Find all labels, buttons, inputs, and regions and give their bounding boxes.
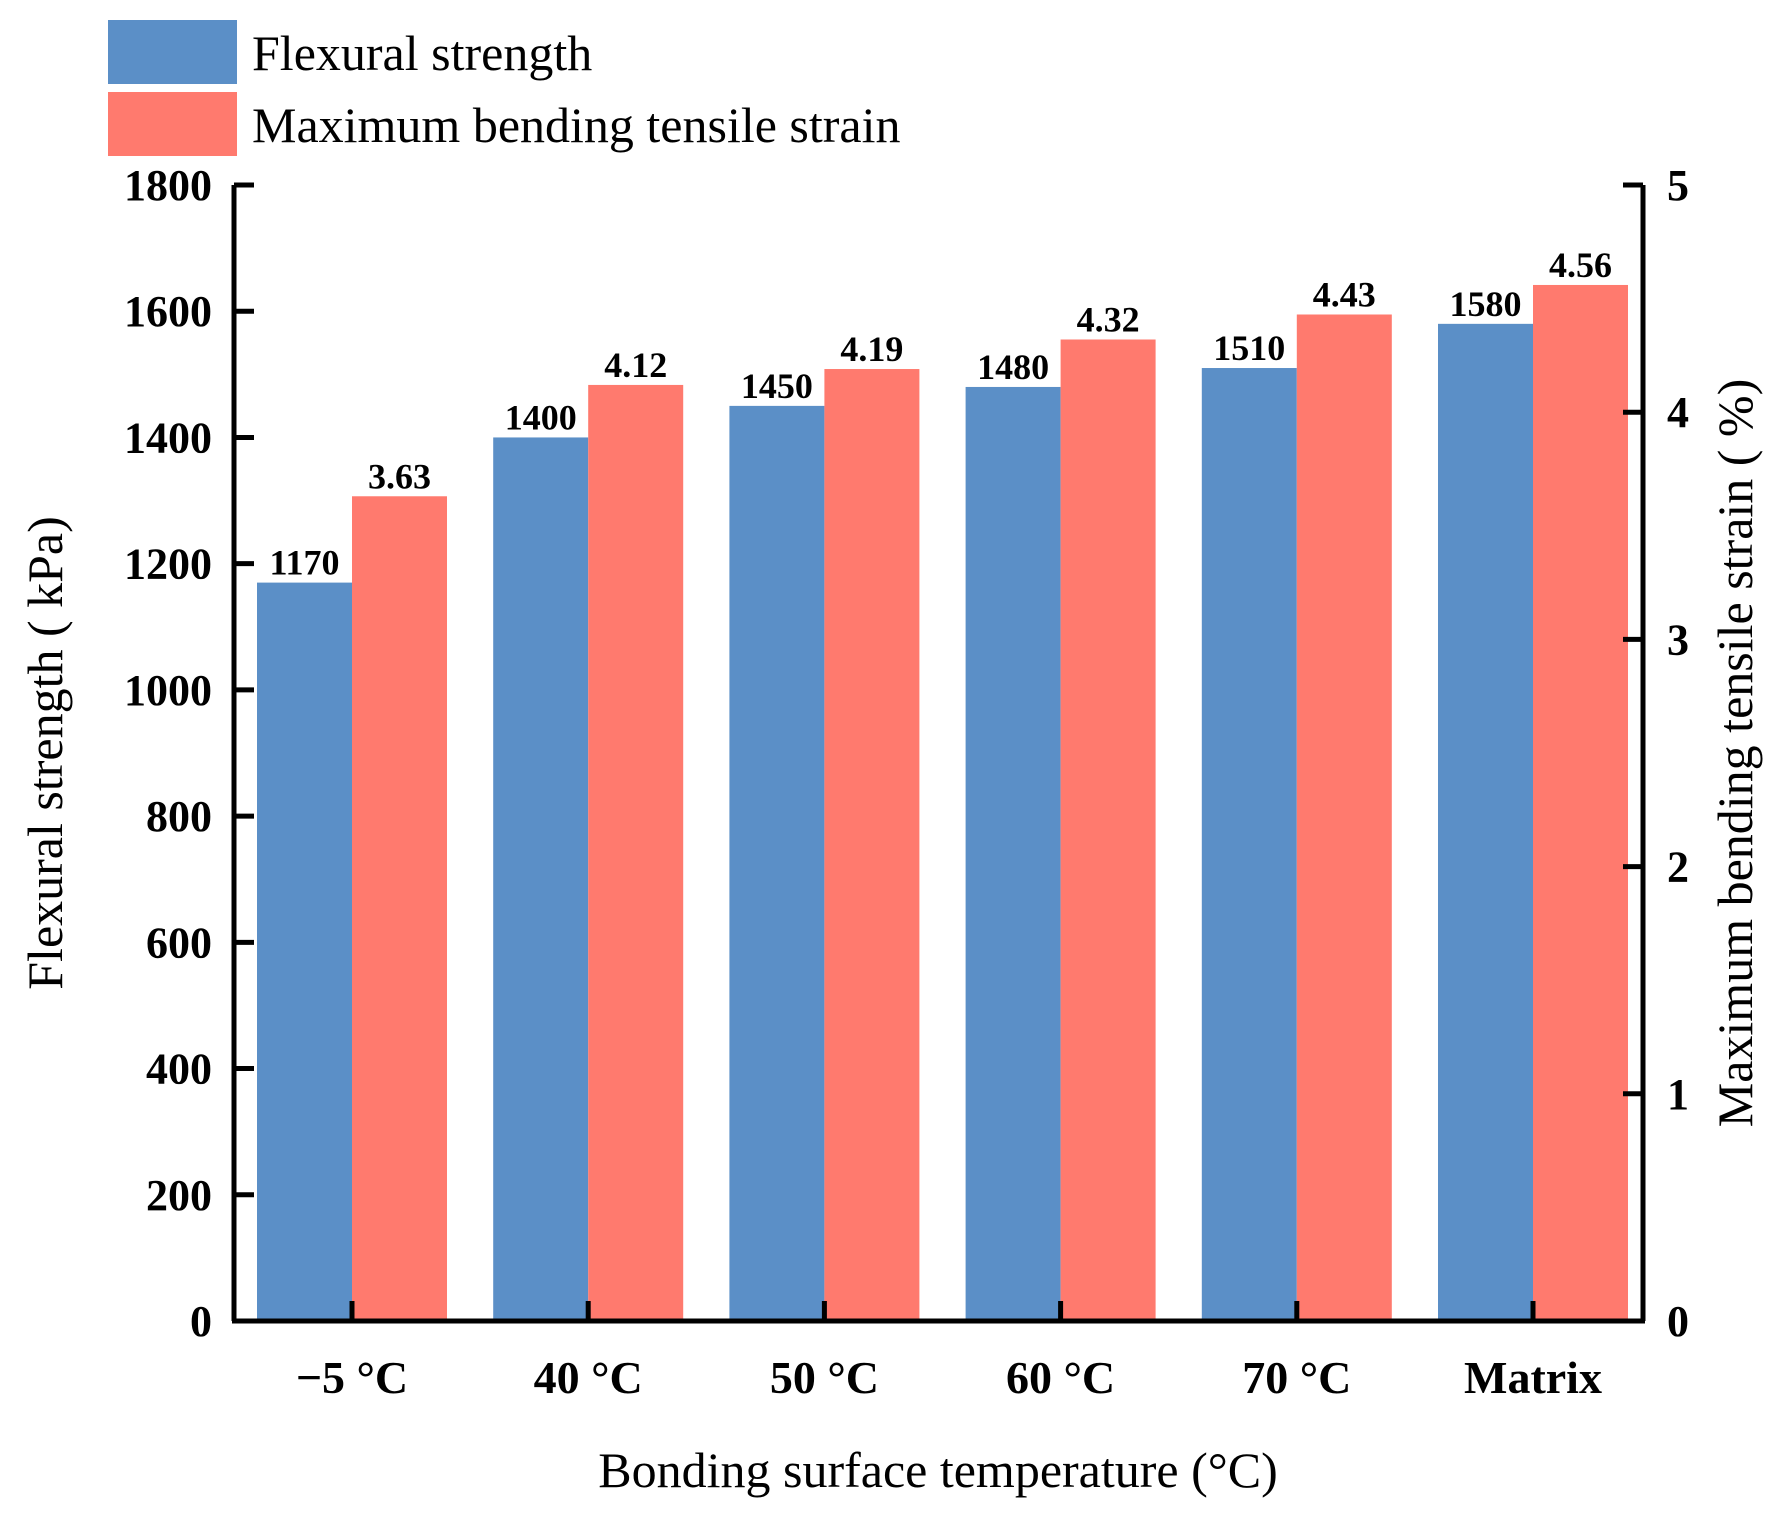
data-label-maximum-bending-tensile-strain-40-c: 4.12 bbox=[604, 345, 667, 385]
bar-maximum-bending-tensile-strain-50-c bbox=[824, 369, 920, 1322]
axes-group bbox=[231, 185, 1646, 1324]
left-y-tick-label-600: 600 bbox=[146, 918, 212, 967]
x-tick-label-60-c: 60 °C bbox=[1006, 1352, 1115, 1403]
data-label-flexural-strength-60-c: 1480 bbox=[977, 347, 1049, 387]
bar-maximum-bending-tensile-strain-matrix bbox=[1533, 284, 1628, 1321]
data-label-maximum-bending-tensile-strain-matrix: 4.56 bbox=[1549, 245, 1612, 285]
x-axis-ticks: −5 °C 40 °C 50 °C 60 °C 70 °C Matrix bbox=[296, 1301, 1602, 1403]
left-y-axis-ticks: 0 200 400 600 800 1000 1200 1400 1600 1800 bbox=[124, 161, 254, 1346]
left-y-tick-label-1200: 1200 bbox=[124, 540, 212, 589]
left-y-axis-title: Flexural strength ( kPa) bbox=[17, 516, 73, 990]
x-tick-label-5-c: −5 °C bbox=[296, 1352, 408, 1403]
left-y-tick-label-1600: 1600 bbox=[124, 287, 212, 336]
right-y-tick-label-4: 4 bbox=[1667, 388, 1689, 437]
bar-maximum-bending-tensile-strain-40-c bbox=[588, 384, 684, 1321]
legend-label-maximum-bending-tensile-strain: Maximum bending tensile strain bbox=[252, 97, 901, 153]
data-label-maximum-bending-tensile-strain-70-c: 4.43 bbox=[1313, 275, 1376, 315]
data-label-maximum-bending-tensile-strain-50-c: 4.19 bbox=[840, 329, 903, 369]
data-label-maximum-bending-tensile-strain-60-c: 4.32 bbox=[1077, 299, 1140, 339]
bars-group bbox=[257, 284, 1628, 1322]
data-label-maximum-bending-tensile-strain-5-c: 3.63 bbox=[368, 456, 431, 496]
bar-flexural-strength-matrix bbox=[1438, 323, 1533, 1321]
bar-flexural-strength-5-c bbox=[257, 582, 352, 1321]
bar-flexural-strength-70-c bbox=[1201, 368, 1297, 1321]
right-y-axis-title: Maximum bending tensile strain ( %) bbox=[1707, 379, 1763, 1127]
bar-flexural-strength-60-c bbox=[965, 386, 1061, 1321]
data-label-flexural-strength-50-c: 1450 bbox=[741, 366, 813, 406]
left-y-tick-label-1400: 1400 bbox=[124, 413, 212, 462]
data-label-flexural-strength-5-c: 1170 bbox=[269, 543, 339, 583]
legend-label-flexural-strength: Flexural strength bbox=[252, 25, 592, 81]
x-tick-label-70-c: 70 °C bbox=[1242, 1352, 1351, 1403]
legend-swatch-flexural-strength bbox=[108, 20, 237, 84]
data-label-flexural-strength-40-c: 1400 bbox=[505, 397, 577, 437]
bar-flexural-strength-40-c bbox=[493, 437, 589, 1321]
left-y-tick-label-200: 200 bbox=[146, 1171, 212, 1220]
data-label-flexural-strength-matrix: 1580 bbox=[1450, 284, 1522, 324]
right-y-axis-ticks: 0 1 2 3 4 5 bbox=[1623, 161, 1689, 1346]
right-y-tick-label-2: 2 bbox=[1667, 843, 1689, 892]
right-y-tick-label-0: 0 bbox=[1667, 1297, 1689, 1346]
legend-swatch-maximum-bending-tensile-strain bbox=[108, 92, 237, 156]
left-y-tick-label-800: 800 bbox=[146, 792, 212, 841]
bar-flexural-strength-50-c bbox=[729, 405, 825, 1321]
bar-maximum-bending-tensile-strain-60-c bbox=[1060, 339, 1156, 1322]
data-label-flexural-strength-70-c: 1510 bbox=[1213, 328, 1285, 368]
x-tick-label-40-c: 40 °C bbox=[534, 1352, 643, 1403]
bar-maximum-bending-tensile-strain-5-c bbox=[352, 496, 447, 1321]
right-y-tick-label-3: 3 bbox=[1667, 615, 1689, 664]
left-y-tick-label-0: 0 bbox=[190, 1297, 212, 1346]
left-y-tick-label-400: 400 bbox=[146, 1045, 212, 1094]
x-tick-label-50-c: 50 °C bbox=[770, 1352, 879, 1403]
right-y-tick-label-5: 5 bbox=[1667, 161, 1689, 210]
data-labels-group: 1170 3.63 1400 4.12 1450 4.19 1480 4.32 1510 4.43… bbox=[269, 245, 1612, 583]
x-tick-label-matrix: Matrix bbox=[1464, 1352, 1602, 1403]
right-y-tick-label-1: 1 bbox=[1667, 1070, 1689, 1119]
x-axis-title: Bonding surface temperature (°C) bbox=[598, 1442, 1277, 1498]
left-y-tick-label-1000: 1000 bbox=[124, 666, 212, 715]
legend: Flexural strength Maximum bending tensil… bbox=[108, 20, 901, 156]
bar-maximum-bending-tensile-strain-70-c bbox=[1296, 314, 1392, 1321]
left-y-tick-label-1800: 1800 bbox=[124, 161, 212, 210]
